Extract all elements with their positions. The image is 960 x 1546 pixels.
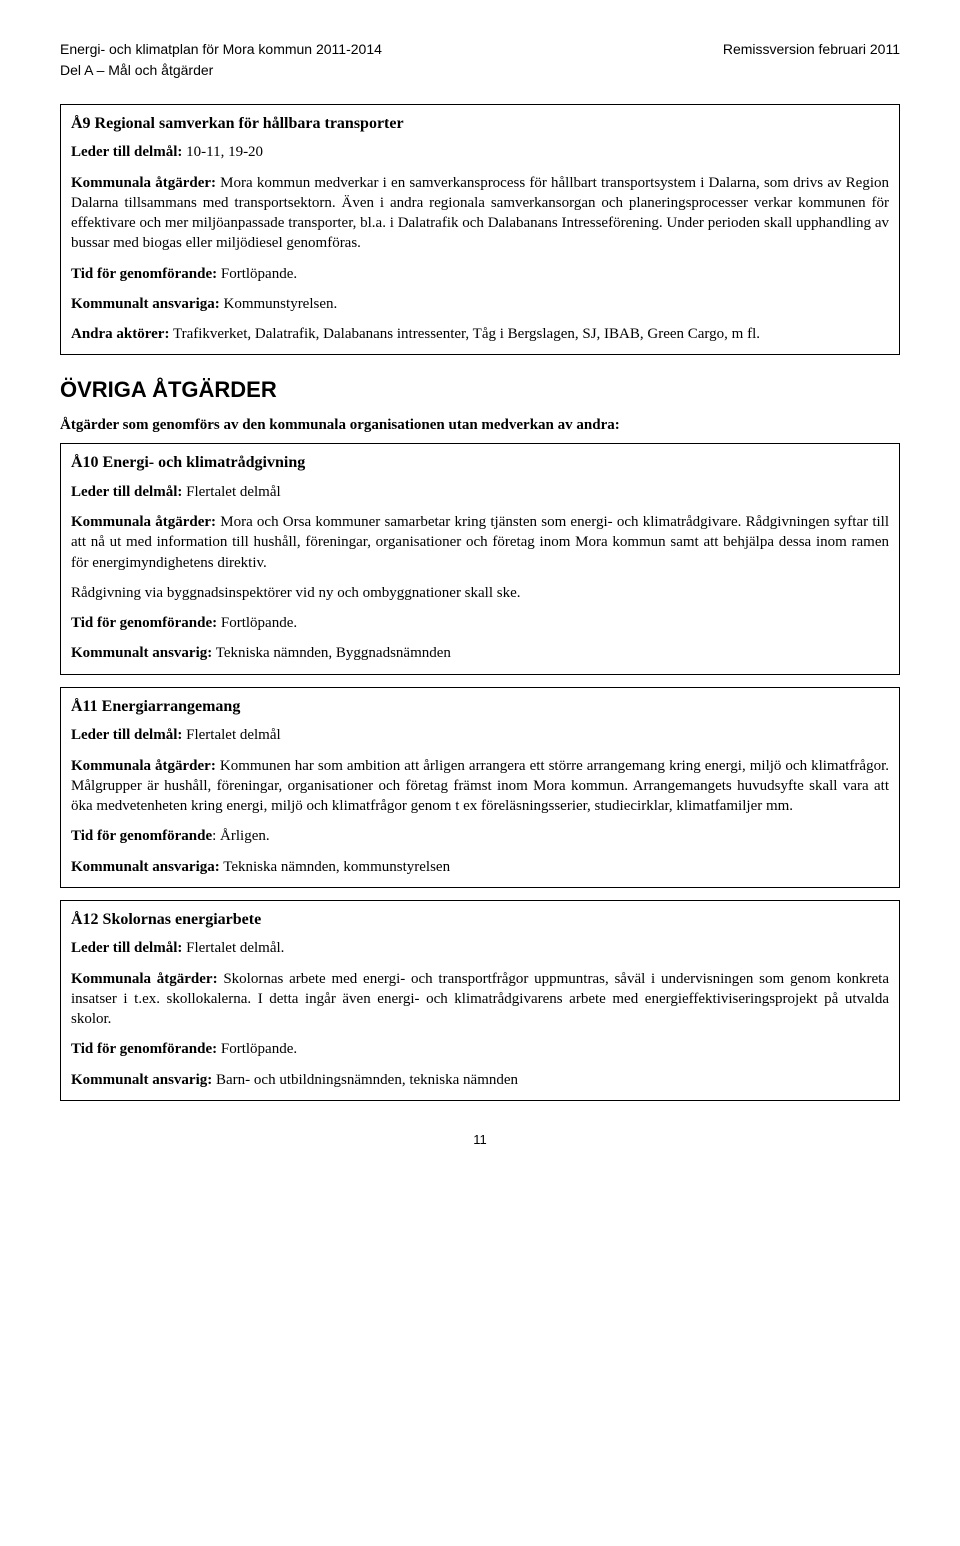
a10-tid-label: Tid för genomförande: <box>71 615 217 631</box>
a12-leads-label: Leder till delmål: <box>71 940 182 956</box>
a10-tid-val: Fortlöpande. <box>217 615 297 631</box>
a11-tid: Tid för genomförande: Årligen. <box>71 826 889 846</box>
a9-andra: Andra aktörer: Trafikverket, Dalatrafik,… <box>71 324 889 344</box>
a10-leads-label: Leder till delmål: <box>71 484 182 500</box>
header-left-2: Del A – Mål och åtgärder <box>60 61 900 80</box>
a12-tid: Tid för genomförande: Fortlöpande. <box>71 1039 889 1059</box>
a10-tid: Tid för genomförande: Fortlöpande. <box>71 613 889 633</box>
a9-ansv-label: Kommunalt ansvariga: <box>71 296 220 312</box>
a12-leads: Leder till delmål: Flertalet delmål. <box>71 938 889 958</box>
a11-leads-label: Leder till delmål: <box>71 727 182 743</box>
a12-ansv: Kommunalt ansvarig: Barn- och utbildning… <box>71 1070 889 1090</box>
a11-tid-label: Tid för genomförande <box>71 828 212 844</box>
a10-extra: Rådgivning via byggnadsinspektörer vid n… <box>71 583 889 603</box>
a9-ansv-val: Kommunstyrelsen. <box>220 296 338 312</box>
a10-ansv-label: Kommunalt ansvarig: <box>71 645 212 661</box>
box-a10: Å10 Energi- och klimatrådgivning Leder t… <box>60 443 900 674</box>
section-heading: ÖVRIGA ÅTGÄRDER <box>60 375 900 405</box>
a12-tid-val: Fortlöpande. <box>217 1041 297 1057</box>
a9-kom-label: Kommunala åtgärder: <box>71 175 216 191</box>
a9-andra-label: Andra aktörer: <box>71 326 169 342</box>
a9-tid: Tid för genomförande: Fortlöpande. <box>71 264 889 284</box>
box-a10-title: Å10 Energi- och klimatrådgivning <box>71 452 889 474</box>
a9-leads-label: Leder till delmål: <box>71 144 182 160</box>
a10-ansv-val: Tekniska nämnden, Byggnadsnämnden <box>212 645 451 661</box>
a10-leads-val: Flertalet delmål <box>182 484 280 500</box>
a9-tid-val: Fortlöpande. <box>217 266 297 282</box>
box-a11: Å11 Energiarrangemang Leder till delmål:… <box>60 687 900 888</box>
a11-ansv-val: Tekniska nämnden, kommunstyrelsen <box>220 859 450 875</box>
page-number: 11 <box>60 1131 900 1149</box>
a12-ansv-label: Kommunalt ansvarig: <box>71 1072 212 1088</box>
a11-kom: Kommunala åtgärder: Kommunen har som amb… <box>71 756 889 817</box>
header-left-1: Energi- och klimatplan för Mora kommun 2… <box>60 40 382 59</box>
a10-kom-label: Kommunala åtgärder: <box>71 514 216 530</box>
a9-leads: Leder till delmål: 10-11, 19-20 <box>71 142 889 162</box>
box-a12-title: Å12 Skolornas energiarbete <box>71 909 889 931</box>
a12-leads-val: Flertalet delmål. <box>182 940 284 956</box>
a11-leads-val: Flertalet delmål <box>182 727 280 743</box>
a11-ansv-label: Kommunalt ansvariga: <box>71 859 220 875</box>
box-a11-title: Å11 Energiarrangemang <box>71 696 889 718</box>
a10-ansv: Kommunalt ansvarig: Tekniska nämnden, By… <box>71 643 889 663</box>
a11-kom-label: Kommunala åtgärder: <box>71 758 216 774</box>
a9-andra-val: Trafikverket, Dalatrafik, Dalabanans int… <box>169 326 760 342</box>
a11-ansv: Kommunalt ansvariga: Tekniska nämnden, k… <box>71 857 889 877</box>
section-intro: Åtgärder som genomförs av den kommunala … <box>60 415 900 435</box>
a12-kom: Kommunala åtgärder: Skolornas arbete med… <box>71 969 889 1030</box>
box-a9: Å9 Regional samverkan för hållbara trans… <box>60 104 900 356</box>
page-header-row: Energi- och klimatplan för Mora kommun 2… <box>60 40 900 59</box>
a12-ansv-val: Barn- och utbildningsnämnden, tekniska n… <box>212 1072 518 1088</box>
a12-tid-label: Tid för genomförande: <box>71 1041 217 1057</box>
box-a12: Å12 Skolornas energiarbete Leder till de… <box>60 900 900 1101</box>
a11-tid-val: : Årligen. <box>212 828 270 844</box>
a12-kom-label: Kommunala åtgärder: <box>71 971 218 987</box>
a9-ansv: Kommunalt ansvariga: Kommunstyrelsen. <box>71 294 889 314</box>
a9-tid-label: Tid för genomförande: <box>71 266 217 282</box>
a9-leads-val: 10-11, 19-20 <box>182 144 263 160</box>
a10-kom: Kommunala åtgärder: Mora och Orsa kommun… <box>71 512 889 573</box>
header-right-1: Remissversion februari 2011 <box>723 40 900 59</box>
a9-kom: Kommunala åtgärder: Mora kommun medverka… <box>71 173 889 254</box>
a10-leads: Leder till delmål: Flertalet delmål <box>71 482 889 502</box>
box-a9-title: Å9 Regional samverkan för hållbara trans… <box>71 113 889 135</box>
a11-leads: Leder till delmål: Flertalet delmål <box>71 725 889 745</box>
